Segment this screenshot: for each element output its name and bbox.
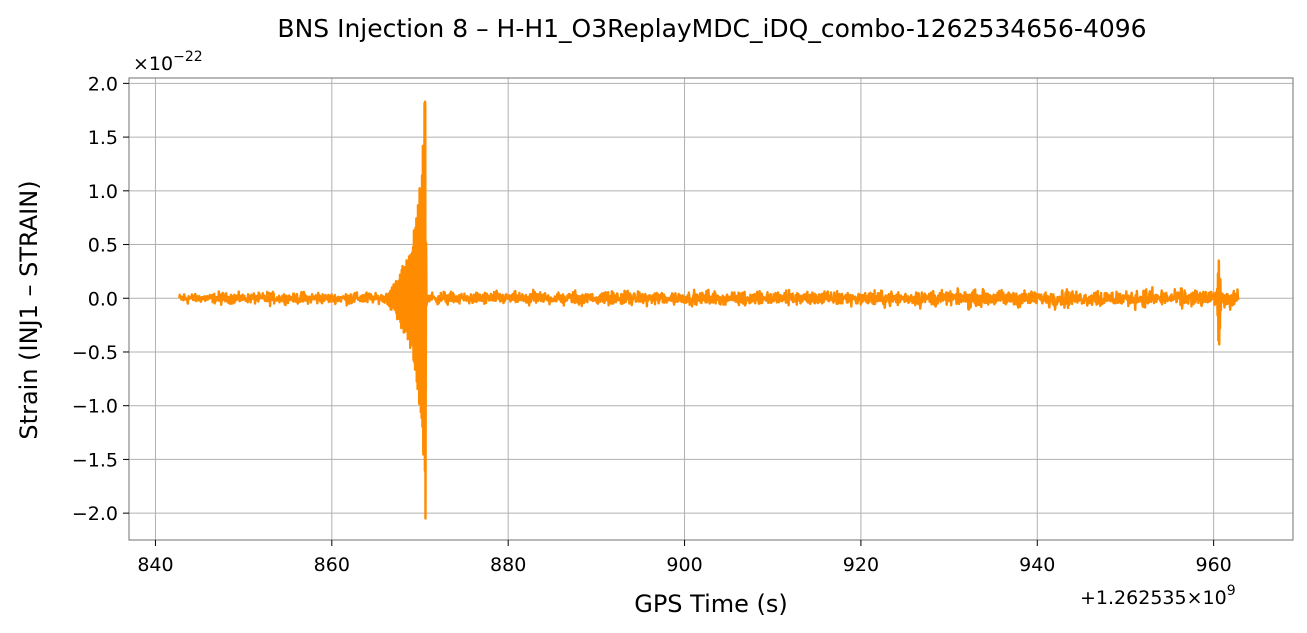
axes-frame <box>128 77 1294 541</box>
strain-series-line <box>178 100 1240 520</box>
x-tick-label: 880 <box>490 554 526 576</box>
y-tick-label: 2.0 <box>88 73 118 95</box>
y-tick-label: 1.5 <box>88 127 118 149</box>
plot-area <box>178 100 1240 520</box>
y-tick-label: −1.0 <box>72 396 118 418</box>
y-tick-label: −1.5 <box>72 449 118 471</box>
y-tick-label: −2.0 <box>72 503 118 525</box>
y-tick-label: 0.5 <box>88 235 118 257</box>
x-axis-label: GPS Time (s) <box>634 590 788 618</box>
y-tick-label: 0.0 <box>88 288 118 310</box>
x-tick-label: 920 <box>843 554 879 576</box>
y-axis-label: Strain (INJ1 – STRAIN) <box>15 180 43 439</box>
x-tick-label: 860 <box>314 554 350 576</box>
x-tick-label: 940 <box>1019 554 1055 576</box>
x-tick-label: 960 <box>1196 554 1232 576</box>
y-tick-label: −0.5 <box>72 342 118 364</box>
x-offset-label: +1.262535×109 <box>1080 583 1236 609</box>
chart-title: BNS Injection 8 – H-H1_O3ReplayMDC_iDQ_c… <box>277 14 1146 43</box>
y-tick-label: 1.0 <box>88 181 118 203</box>
y-scale-factor: ×10−22 <box>133 49 203 75</box>
ticks: 840 860 880 900 920 940 960 −2.0 −1.5 −1.0 −0.5 0.0… <box>72 73 1232 576</box>
x-tick-label: 840 <box>137 554 173 576</box>
x-tick-label: 900 <box>666 554 702 576</box>
